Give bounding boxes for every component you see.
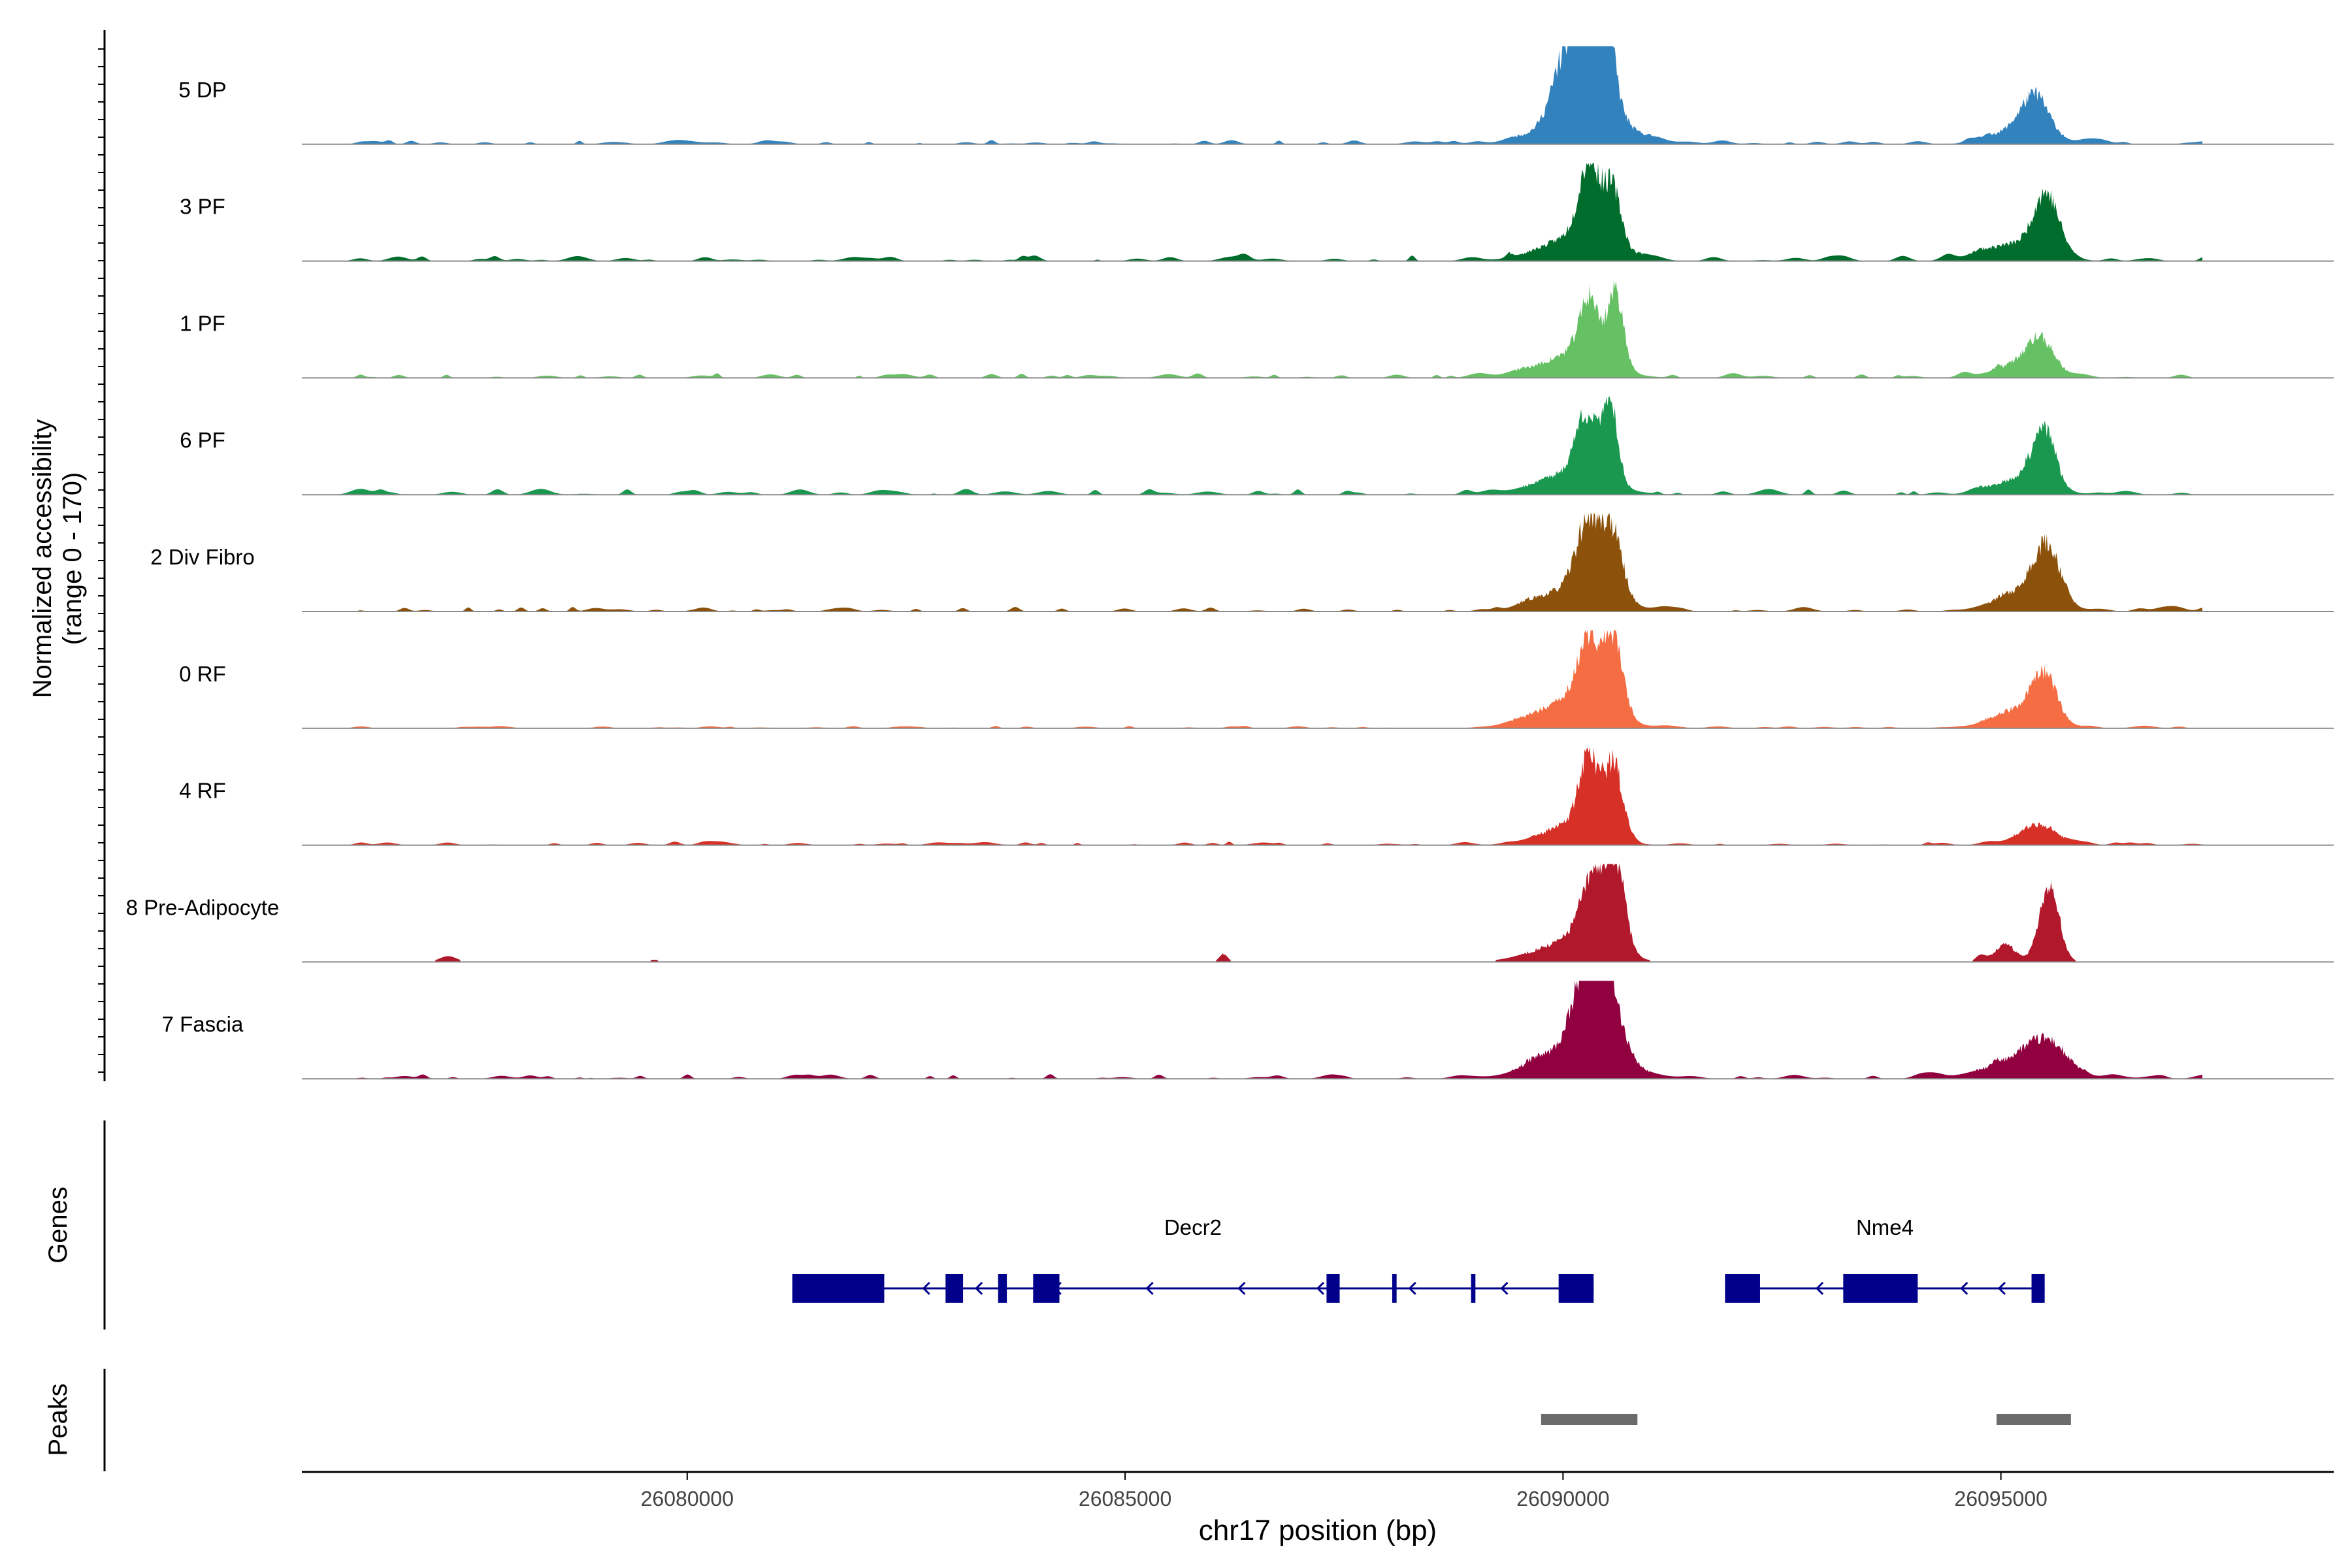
track-label: 2 Div Fibro bbox=[150, 545, 255, 569]
strand-arrow bbox=[1316, 1281, 1325, 1296]
track-1-pf: 1 PF bbox=[180, 280, 2334, 379]
peaks-panel-label: Peaks bbox=[44, 1383, 73, 1456]
track-4-rf: 4 RF bbox=[179, 747, 2334, 846]
strand-arrow bbox=[922, 1281, 930, 1296]
tracks-y-axis-ticks bbox=[98, 48, 105, 1073]
track-label: 1 PF bbox=[180, 311, 225, 335]
gene-exon bbox=[792, 1274, 885, 1303]
track-label: 4 RF bbox=[179, 779, 226, 803]
gene-label: Nme4 bbox=[1856, 1215, 1914, 1239]
track-0-rf: 0 RF bbox=[179, 630, 2334, 729]
track-coverage-area bbox=[336, 397, 2202, 495]
strand-arrow bbox=[1500, 1281, 1509, 1296]
track-5-dp: 5 DP bbox=[178, 46, 2334, 145]
x-axis-label: chr17 position (bp) bbox=[1199, 1514, 1437, 1546]
gene-exon bbox=[998, 1274, 1007, 1303]
x-axis-tick-label: 26085000 bbox=[1079, 1487, 1171, 1511]
coverage-tracks: 5 DP 3 PF 1 PF 6 PF 2 Div Fibro 0 RF 4 RF 8 Pre… bbox=[126, 46, 2334, 1080]
track-label: 8 Pre-Adipocyte bbox=[126, 895, 280, 919]
track-coverage-area bbox=[336, 630, 2202, 728]
track-coverage-area bbox=[336, 46, 2202, 144]
gene-exon bbox=[1392, 1274, 1397, 1303]
gene-exon bbox=[2031, 1274, 2045, 1303]
genes-panel-label: Genes bbox=[44, 1186, 73, 1264]
track-coverage-area bbox=[336, 280, 2202, 378]
track-2-div-fibro: 2 Div Fibro bbox=[150, 514, 2334, 612]
track-label: 0 RF bbox=[179, 662, 226, 686]
x-axis-tick-label: 26090000 bbox=[1516, 1487, 1609, 1511]
strand-arrow bbox=[1815, 1281, 1824, 1296]
track-label: 7 Fascia bbox=[162, 1012, 244, 1036]
track-7-fascia: 7 Fascia bbox=[162, 981, 2334, 1080]
peak-region-bar bbox=[1996, 1414, 2071, 1425]
gene-exon bbox=[1558, 1274, 1594, 1303]
gene-exon bbox=[1471, 1274, 1476, 1303]
x-axis-tick-label: 26080000 bbox=[641, 1487, 734, 1511]
gene-exon bbox=[1725, 1274, 1760, 1303]
track-coverage-area bbox=[336, 864, 2202, 962]
strand-arrow bbox=[1408, 1281, 1416, 1296]
strand-arrow bbox=[1960, 1281, 1968, 1296]
track-coverage-area bbox=[336, 514, 2202, 612]
gene-decr2[interactable]: Decr2 bbox=[792, 1215, 1594, 1303]
track-coverage-area bbox=[336, 747, 2202, 845]
track-6-pf: 6 PF bbox=[180, 397, 2334, 496]
track-label: 6 PF bbox=[180, 428, 225, 452]
x-axis-ticks: 26080000 26085000 26090000 26095000 bbox=[641, 1472, 2048, 1511]
track-coverage-area bbox=[336, 981, 2202, 1079]
y-axis-label: Normalized accessibility bbox=[28, 419, 57, 698]
strand-arrow bbox=[1145, 1281, 1154, 1296]
gene-exon bbox=[1843, 1274, 1918, 1303]
track-label: 5 DP bbox=[178, 78, 226, 102]
track-3-pf: 3 PF bbox=[180, 163, 2334, 262]
track-8-pre-adipocyte: 8 Pre-Adipocyte bbox=[126, 864, 2334, 963]
strand-arrow bbox=[975, 1281, 983, 1296]
strand-arrow bbox=[1997, 1281, 2006, 1296]
peak-regions bbox=[1541, 1414, 2071, 1425]
gene-exon bbox=[1326, 1274, 1340, 1303]
gene-annotations: Decr2 Nme4 bbox=[792, 1215, 2045, 1303]
track-coverage-area bbox=[336, 163, 2202, 261]
track-label: 3 PF bbox=[180, 195, 225, 219]
x-axis-tick-label: 26095000 bbox=[1954, 1487, 2047, 1511]
gene-nme4[interactable]: Nme4 bbox=[1725, 1215, 2045, 1303]
y-axis-range-label: (range 0 - 170) bbox=[58, 472, 87, 645]
strand-arrow bbox=[1237, 1281, 1246, 1296]
gene-label: Decr2 bbox=[1164, 1215, 1222, 1239]
gene-exon bbox=[945, 1274, 964, 1303]
gene-exon bbox=[1033, 1274, 1060, 1303]
peak-region-bar bbox=[1541, 1414, 1638, 1425]
